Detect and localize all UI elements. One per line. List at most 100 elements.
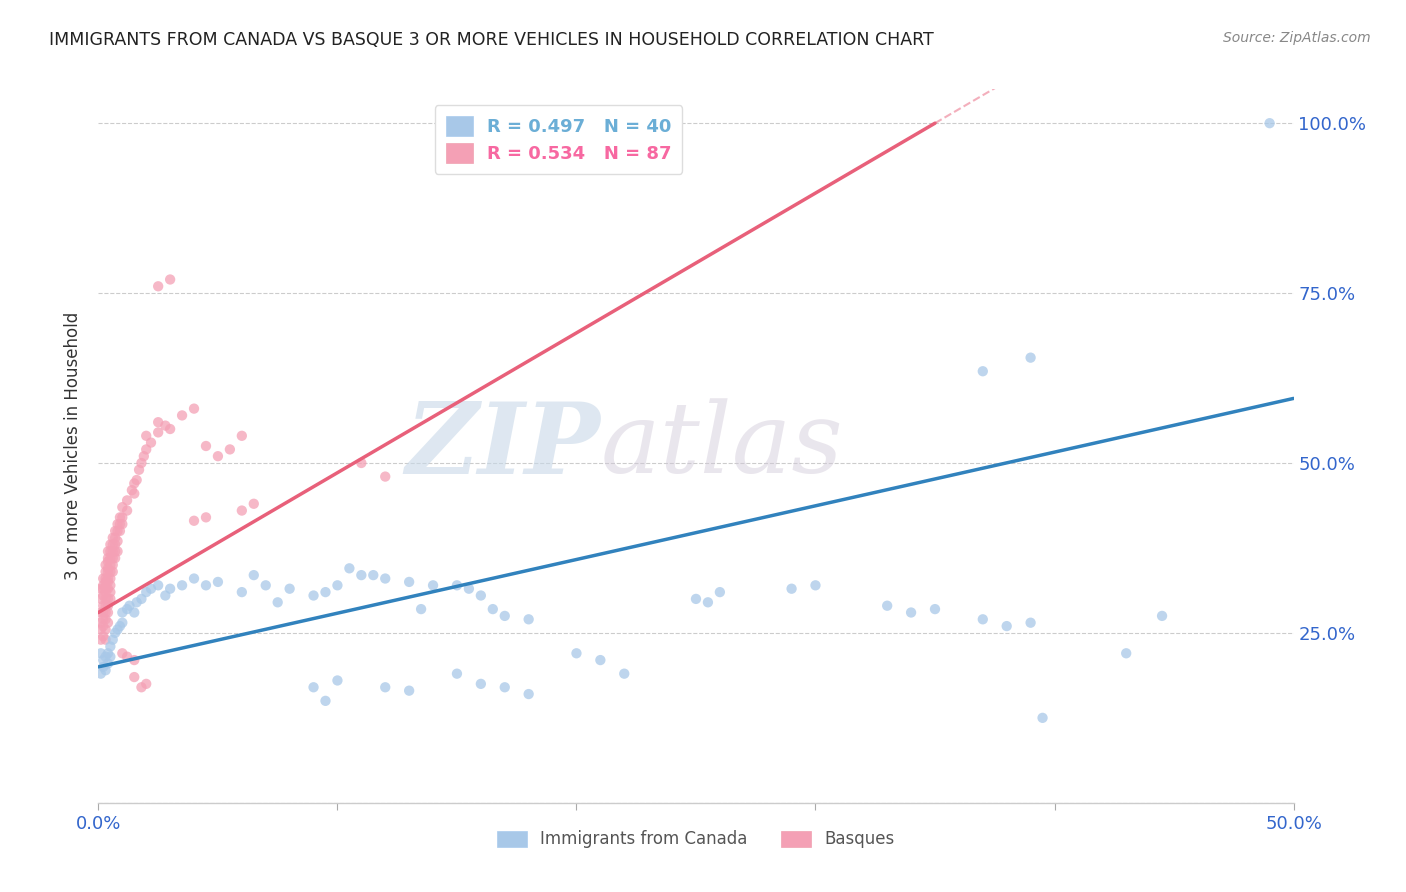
Point <box>195 578 218 592</box>
Point <box>350 456 373 470</box>
Point <box>589 653 612 667</box>
Point <box>159 272 181 286</box>
Point <box>104 551 127 566</box>
Point <box>135 585 157 599</box>
Point <box>517 612 540 626</box>
Point <box>685 591 707 606</box>
Point <box>94 663 117 677</box>
Point <box>94 623 117 637</box>
Point <box>135 429 157 443</box>
Point <box>326 673 349 688</box>
Point <box>183 514 205 528</box>
Point <box>207 449 229 463</box>
Point <box>111 500 134 515</box>
Point <box>90 606 112 620</box>
Point <box>108 510 131 524</box>
Point <box>107 524 129 538</box>
Point <box>183 572 205 586</box>
Point <box>101 558 124 572</box>
Point <box>97 572 120 586</box>
Point <box>148 415 170 429</box>
Point <box>124 476 146 491</box>
Point <box>98 591 122 606</box>
Point <box>172 578 194 592</box>
Point <box>709 585 731 599</box>
Point <box>139 435 162 450</box>
Legend: Immigrants from Canada, Basques: Immigrants from Canada, Basques <box>491 824 901 855</box>
Point <box>302 589 325 603</box>
Point <box>115 493 138 508</box>
Point <box>98 537 122 551</box>
Point <box>97 565 120 579</box>
Point <box>94 574 117 589</box>
Point <box>697 595 720 609</box>
Point <box>107 517 129 532</box>
Point <box>972 612 994 626</box>
Point <box>104 537 127 551</box>
Point <box>124 670 146 684</box>
Point <box>398 683 420 698</box>
Point <box>494 680 516 694</box>
Point <box>446 578 468 592</box>
Text: atlas: atlas <box>600 399 844 493</box>
Point <box>97 574 120 589</box>
Point <box>101 537 124 551</box>
Point <box>91 660 114 674</box>
Point <box>278 582 301 596</box>
Point <box>159 582 181 596</box>
Point <box>135 677 157 691</box>
Point <box>804 578 827 592</box>
Point <box>1019 351 1042 365</box>
Point <box>107 534 129 549</box>
Point <box>131 456 153 470</box>
Point <box>91 619 114 633</box>
Point <box>90 666 112 681</box>
Point <box>155 418 177 433</box>
Point <box>148 279 170 293</box>
Point <box>780 582 803 596</box>
Point <box>339 561 361 575</box>
Point <box>97 582 120 596</box>
Point <box>155 589 177 603</box>
Point <box>94 649 117 664</box>
Point <box>446 666 468 681</box>
Point <box>374 572 396 586</box>
Point <box>98 640 122 654</box>
Point <box>1258 116 1281 130</box>
Point <box>326 578 349 592</box>
Point <box>350 568 373 582</box>
Point <box>125 473 148 487</box>
Point <box>470 589 492 603</box>
Point <box>148 425 170 440</box>
Point <box>121 483 143 498</box>
Point <box>97 615 120 630</box>
Point <box>101 544 124 558</box>
Point <box>97 555 120 569</box>
Point <box>98 544 122 558</box>
Point <box>207 574 229 589</box>
Point <box>159 422 181 436</box>
Point <box>97 561 120 575</box>
Point <box>135 442 157 457</box>
Point <box>98 578 122 592</box>
Point <box>1019 615 1042 630</box>
Point <box>97 591 120 606</box>
Point <box>97 646 120 660</box>
Point <box>97 599 120 613</box>
Point <box>131 680 153 694</box>
Point <box>128 463 150 477</box>
Point <box>458 582 481 596</box>
Point <box>104 531 127 545</box>
Point <box>104 524 127 538</box>
Point <box>972 364 994 378</box>
Point <box>243 568 266 582</box>
Point <box>231 585 253 599</box>
Point <box>108 619 131 633</box>
Point <box>302 680 325 694</box>
Point <box>422 578 444 592</box>
Point <box>183 401 205 416</box>
Point <box>111 510 134 524</box>
Point <box>124 486 146 500</box>
Point <box>111 517 134 532</box>
Point <box>98 551 122 566</box>
